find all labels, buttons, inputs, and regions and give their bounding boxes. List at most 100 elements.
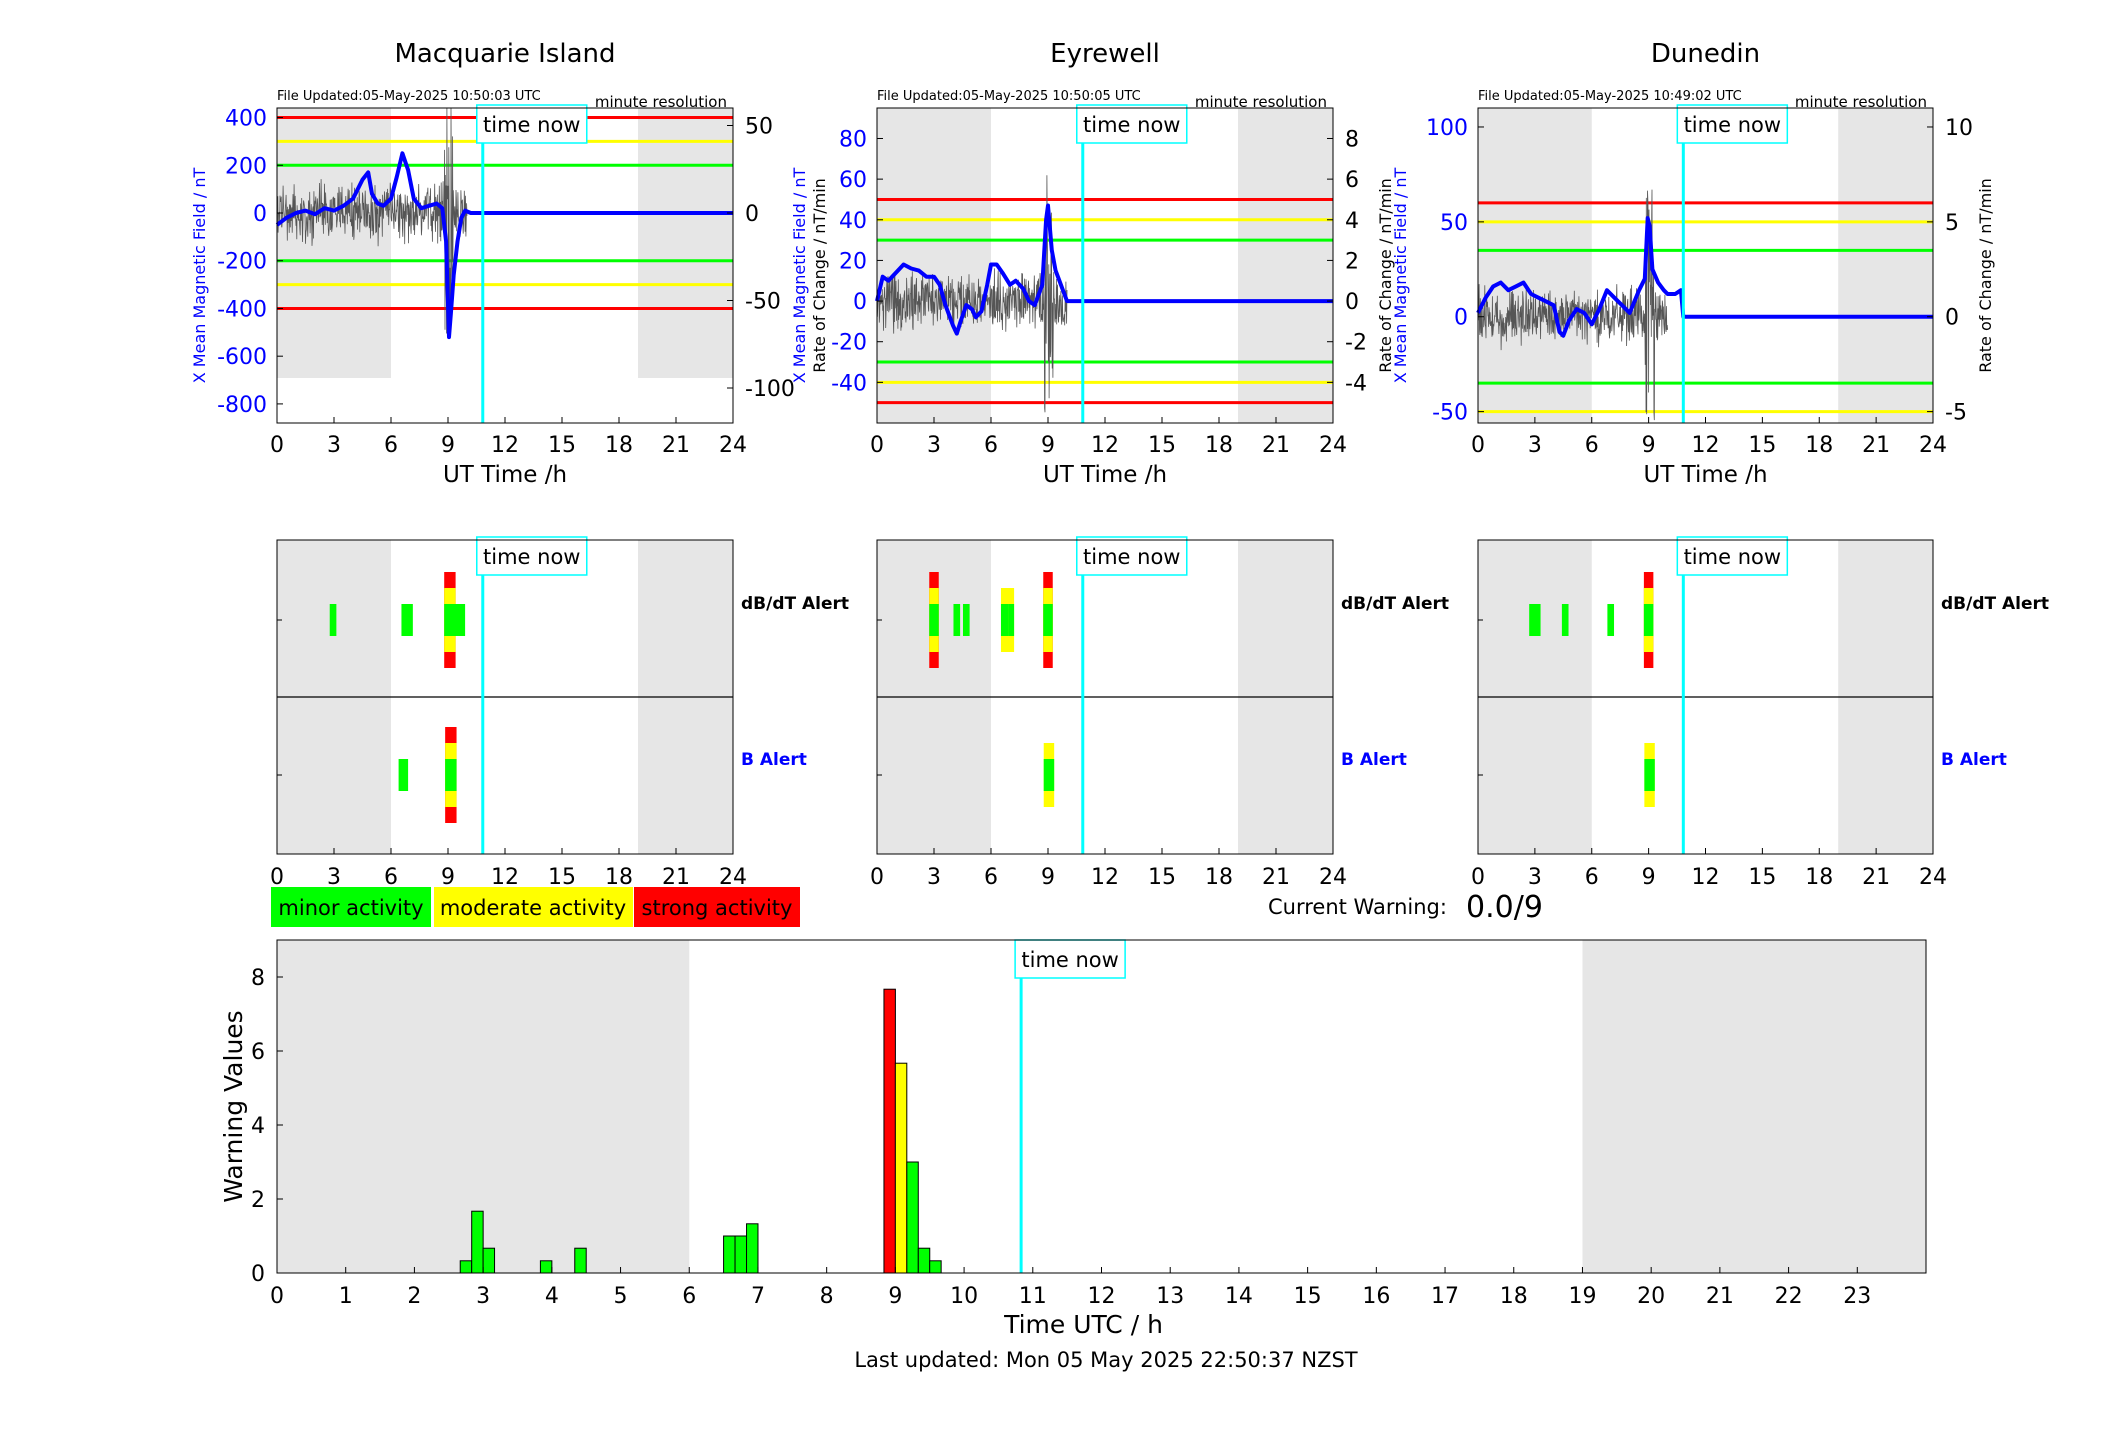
left-tick-label: 80	[839, 127, 867, 152]
dbdt-alert-minor-segment	[953, 604, 961, 636]
x-tick-label: 4	[545, 1284, 559, 1309]
left-tick-label: -50	[1432, 401, 1468, 426]
y-tick-label: 2	[251, 1188, 265, 1213]
x-tick-label: 20	[1637, 1284, 1665, 1309]
b-alert-minor-segment	[445, 759, 457, 791]
x-tick-label: 9	[1642, 433, 1656, 458]
time-now-label: time now	[483, 545, 580, 569]
current-warning-label: Current Warning:	[1268, 895, 1447, 919]
time-now-box	[1676, 104, 1789, 144]
x-tick-label: 18	[605, 865, 633, 890]
dbdt-alert-label: dB/dT Alert	[741, 594, 849, 614]
x-tick-label: 3	[327, 433, 341, 458]
time-now-box	[1676, 536, 1789, 576]
x-tick-label: 24	[1919, 865, 1947, 890]
warning-bar	[574, 1247, 587, 1274]
b-alert-label: B Alert	[1341, 750, 1407, 770]
x-tick-label: 15	[1748, 433, 1776, 458]
x-tick-label: 0	[270, 1284, 284, 1309]
x-tick-label: 21	[662, 433, 690, 458]
dbdt-alert-minor-segment	[453, 604, 466, 636]
y-tick-label: 6	[251, 1040, 265, 1065]
rate-of-change-trace	[876, 175, 1068, 413]
left-tick-label: 0	[853, 290, 867, 315]
legend-strong-label: strong activity	[642, 896, 793, 920]
x-tick-label: 0	[270, 433, 284, 458]
x-tick-label: 21	[1862, 865, 1890, 890]
right-tick-label: -100	[745, 377, 795, 402]
file-updated-label: File Updated:05-May-2025 10:50:05 UTC	[877, 89, 1141, 104]
left-tick-label: 0	[253, 202, 267, 227]
left-tick-label: -800	[217, 393, 267, 418]
x-tick-label: 12	[491, 865, 519, 890]
left-tick-label: 60	[839, 168, 867, 193]
left-tick-label: 20	[839, 249, 867, 274]
x-tick-label: 24	[719, 433, 747, 458]
last-updated-label: Last updated: Mon 05 May 2025 22:50:37 N…	[854, 1348, 1357, 1372]
y-tick-label: 8	[251, 966, 265, 991]
x-tick-label: 18	[1205, 433, 1233, 458]
x-tick-label: 0	[1471, 433, 1485, 458]
x-tick-label: 12	[1091, 865, 1119, 890]
x-tick-label: 10	[950, 1284, 978, 1309]
x-tick-label: 12	[1091, 433, 1119, 458]
station-panel-2: time now Dunedin File Updated:05-May-2025 …	[1391, 39, 1995, 488]
x-tick-label: 2	[407, 1284, 421, 1309]
right-tick-label: -50	[745, 290, 781, 315]
dbdt-alert-label: dB/dT Alert	[1341, 594, 1449, 614]
x-tick-label: 24	[1319, 865, 1347, 890]
x-tick-label: 24	[1319, 433, 1347, 458]
mean-field-trace	[1476, 216, 1933, 338]
x-tick-label: 1	[339, 1284, 353, 1309]
dbdt-alert-label: dB/dT Alert	[1941, 594, 2049, 614]
activity-legend: minor activity moderate activity strong ac…	[271, 887, 800, 927]
x-tick-label: 3	[1528, 865, 1542, 890]
resolution-label: minute resolution	[595, 93, 727, 111]
x-tick-label: 3	[927, 865, 941, 890]
x-tick-label: 9	[1642, 865, 1656, 890]
x-tick-label: 12	[491, 433, 519, 458]
time-now-label: time now	[1083, 545, 1180, 569]
x-tick-label: 9	[888, 1284, 902, 1309]
b-alert-minor-segment	[1043, 759, 1055, 791]
x-tick-label: 15	[548, 865, 576, 890]
night-shading	[877, 108, 991, 423]
night-shading	[1582, 940, 1926, 1273]
dbdt-alert-minor-segment	[1008, 604, 1015, 636]
night-shading	[1478, 108, 1592, 423]
x-tick-label: 5	[614, 1284, 628, 1309]
y-axis-label: Warning Values	[219, 1010, 248, 1202]
x-tick-label: 6	[682, 1284, 696, 1309]
right-tick-label: -2	[1345, 331, 1367, 356]
dbdt-alert-minor-segment	[401, 604, 413, 636]
right-tick-label: 4	[1345, 209, 1359, 234]
time-now-box	[1014, 939, 1126, 979]
x-tick-label: 18	[1205, 865, 1233, 890]
x-tick-label: 7	[751, 1284, 765, 1309]
x-tick-label: 13	[1156, 1284, 1184, 1309]
warning-bar	[459, 1260, 473, 1274]
x-tick-label: 21	[1262, 433, 1290, 458]
right-tick-label: 10	[1945, 116, 1973, 141]
warning-bar	[723, 1235, 736, 1274]
warning-bar	[539, 1260, 553, 1274]
x-tick-label: 15	[1748, 865, 1776, 890]
x-tick-label: 18	[605, 433, 633, 458]
warning-bar	[734, 1235, 748, 1274]
left-tick-label: -400	[217, 297, 267, 322]
x-tick-label: 19	[1568, 1284, 1596, 1309]
x-tick-label: 0	[270, 865, 284, 890]
station-title: Eyrewell	[1050, 39, 1160, 69]
x-tick-label: 9	[1041, 433, 1055, 458]
dbdt-alert-minor-segment	[444, 604, 456, 636]
time-now-label: time now	[1684, 113, 1781, 137]
x-tick-label: 3	[327, 865, 341, 890]
x-tick-label: 8	[820, 1284, 834, 1309]
station-title: Dunedin	[1651, 39, 1760, 69]
y-tick-label: 4	[251, 1114, 265, 1139]
x-tick-label: 6	[984, 433, 998, 458]
right-axis-label: Rate of Change / nT/min	[1376, 178, 1395, 373]
x-tick-label: 3	[927, 433, 941, 458]
